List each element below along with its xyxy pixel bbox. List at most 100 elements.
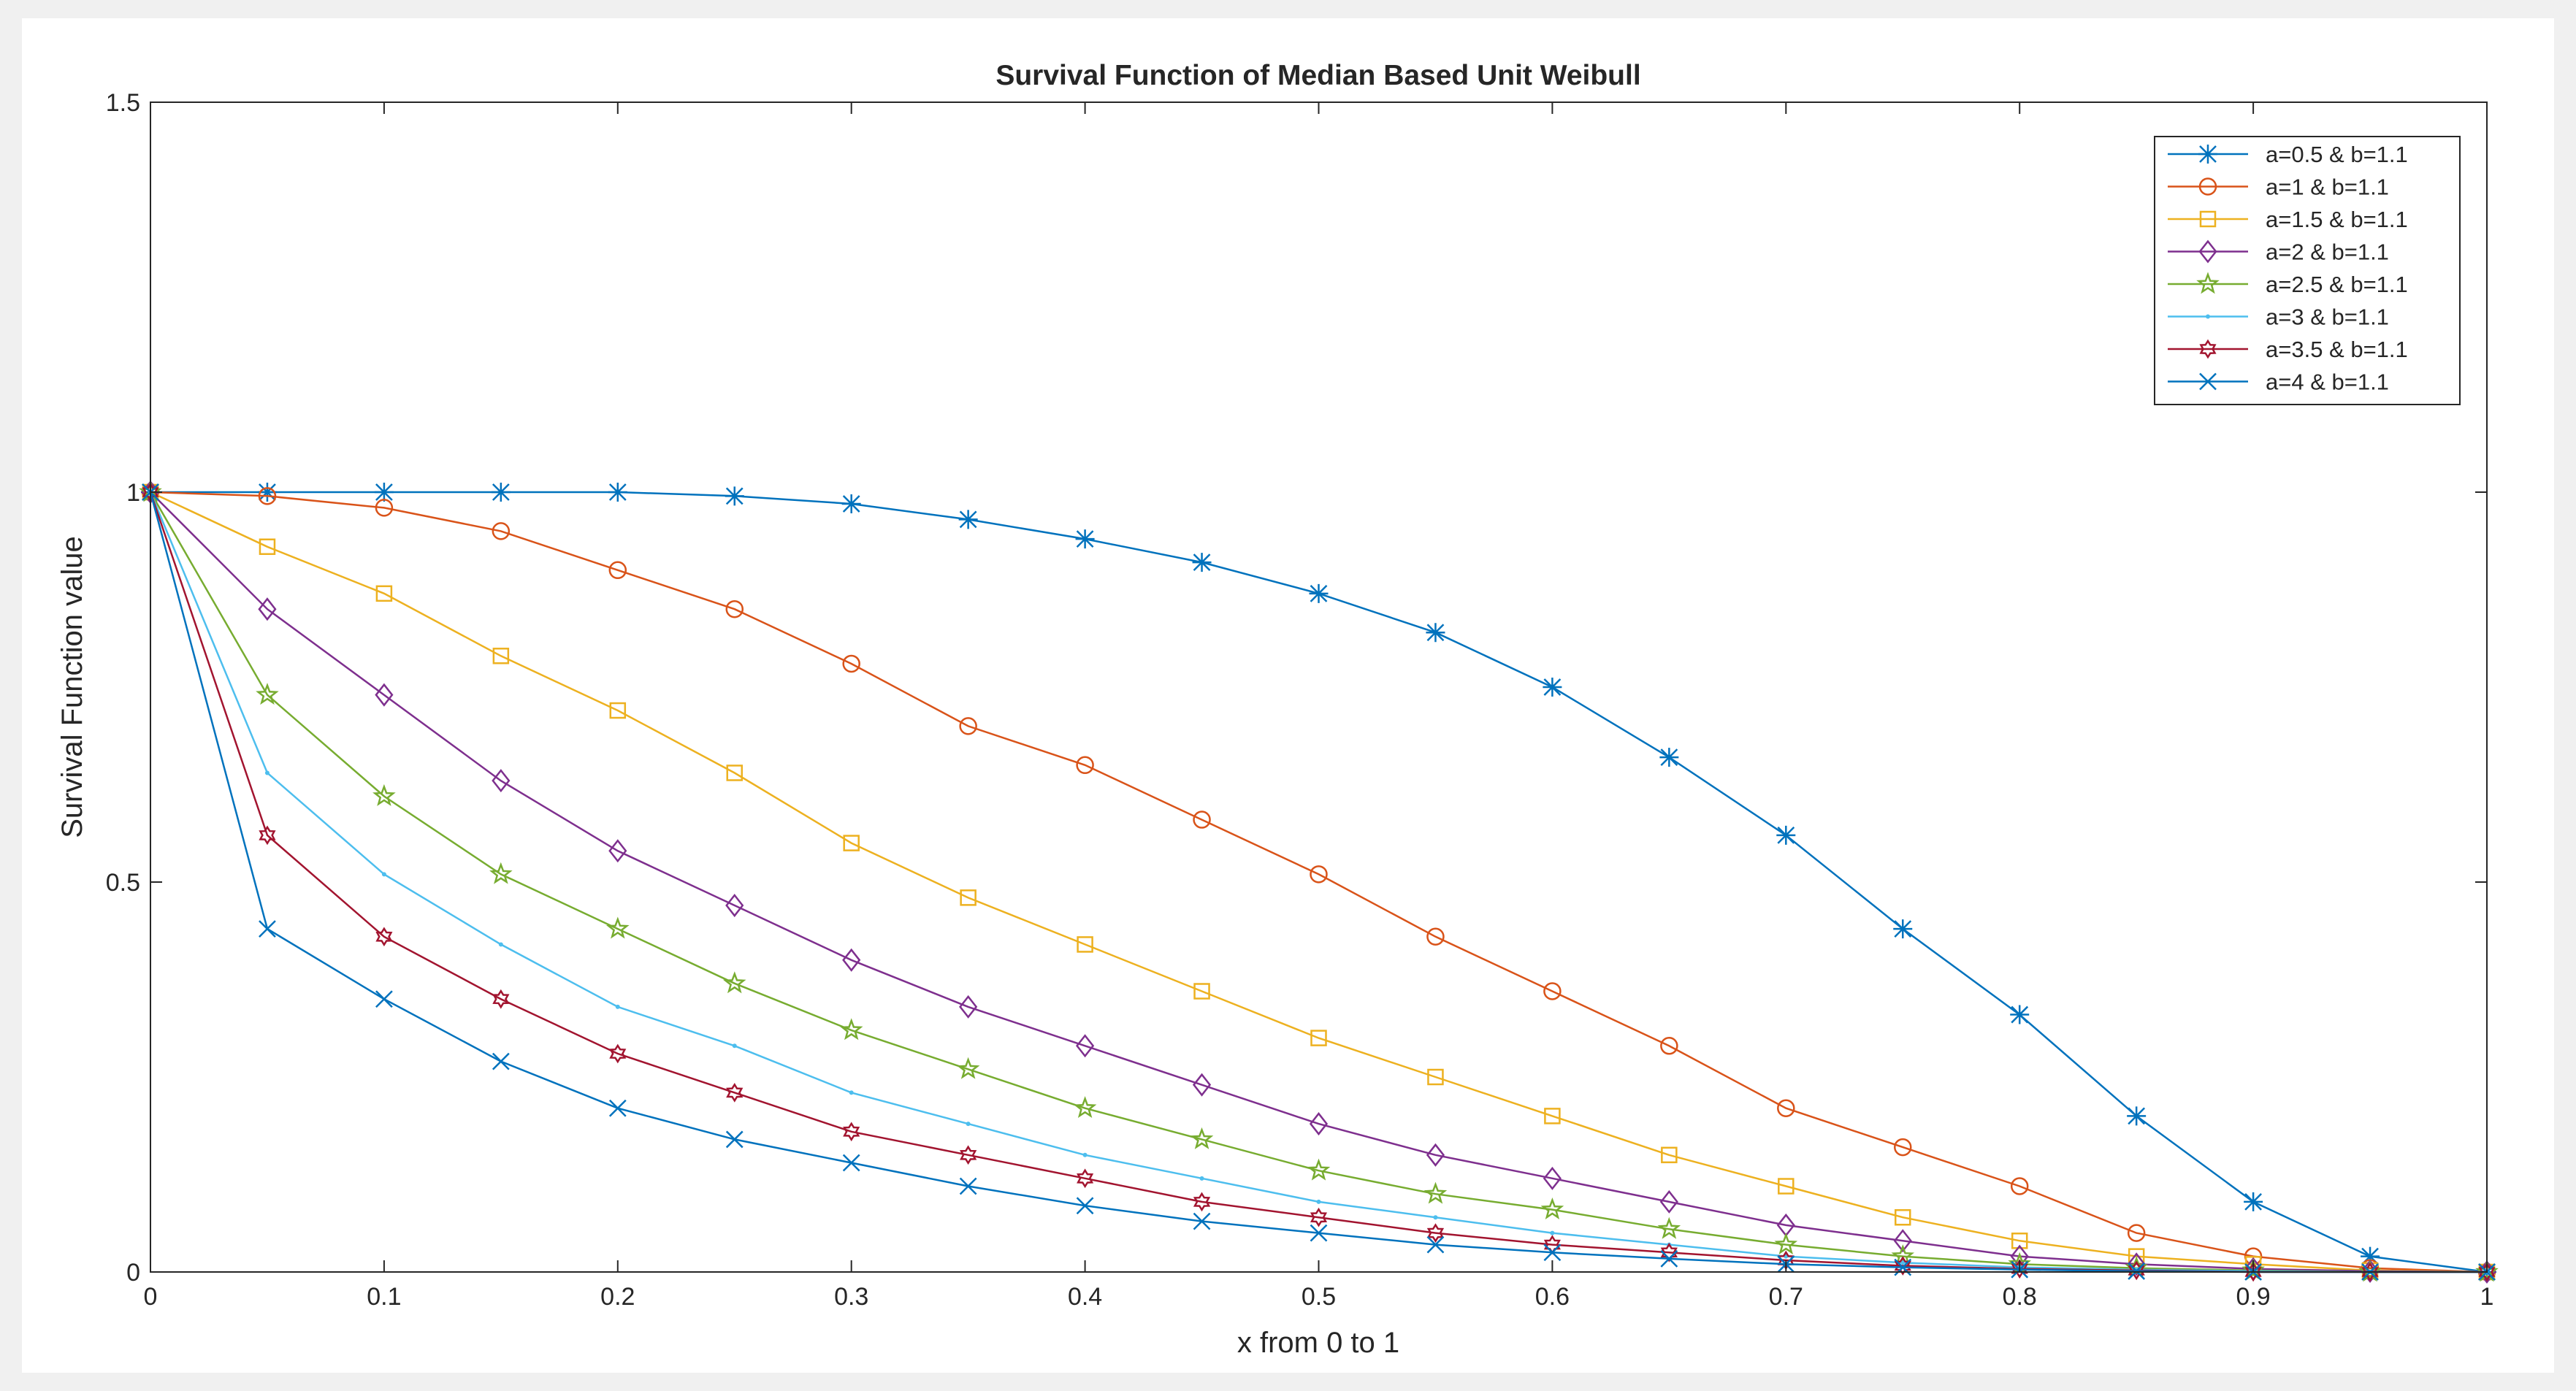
legend-marker (2199, 210, 2217, 228)
series-point (259, 920, 276, 938)
series-point (1660, 1037, 1678, 1055)
series-point (1774, 1233, 1798, 1254)
series-point (1307, 1158, 1331, 1181)
series-point (1660, 1242, 1678, 1262)
series-point (849, 1090, 854, 1095)
series-point (842, 948, 861, 972)
legend-marker (2196, 272, 2220, 294)
x-tick-label: 0.7 (1769, 1283, 1803, 1311)
series-point (841, 494, 861, 514)
series-point (492, 648, 510, 664)
series-point (1777, 1099, 1795, 1117)
series-point (498, 942, 503, 947)
series-point (258, 597, 277, 621)
series-point (1193, 983, 1210, 1000)
legend-marker (2198, 145, 2217, 164)
series-point (842, 654, 860, 673)
series-point (839, 1018, 863, 1041)
series-point (1310, 1207, 1328, 1227)
series-point (1423, 1181, 1448, 1204)
series-point (609, 702, 627, 719)
series-point (1544, 1108, 1561, 1124)
legend-label: a=0.5 & b=1.1 (2266, 142, 2408, 167)
series-point (374, 483, 394, 502)
series-point (1076, 1034, 1095, 1058)
ticks-layer: 0 0.1 0.2 0.3 0.4 0.5 0.6 0.7 0.8 0.9 1 0 0.5 1 1.5 (106, 89, 2494, 1311)
series-point (1075, 529, 1095, 549)
series-point (725, 894, 744, 918)
series-point (1660, 1249, 1678, 1268)
x-tick-label: 0.8 (2003, 1283, 2037, 1311)
series-point (492, 1052, 510, 1070)
series-point (1426, 623, 1445, 643)
series-point (608, 561, 627, 580)
series-point (1776, 825, 1796, 845)
series-point (1193, 1212, 1211, 1230)
series-point (1426, 1235, 1445, 1254)
series-point (2127, 1252, 2146, 1276)
series-point (1893, 1229, 1912, 1253)
series-point (726, 1083, 744, 1103)
series-3 (142, 483, 2496, 1281)
series-1 (141, 483, 2496, 1281)
x-tick-label: 0.3 (834, 1283, 868, 1311)
legend-marker (2206, 314, 2210, 319)
series-point (1895, 1208, 1911, 1226)
series-point (492, 522, 511, 540)
series-point (2128, 1262, 2146, 1280)
legend-marker (2198, 240, 2217, 264)
legend-label: a=1 & b=1.1 (2266, 175, 2389, 200)
series-point (375, 927, 393, 947)
series-point (1082, 1152, 1088, 1157)
x-tick-label: 0 (144, 1283, 158, 1311)
series-point (1190, 1127, 1214, 1149)
legend: a=0.5 & b=1.1 a=1 & b=1.1 a=1.5 & b=1.1 a=2… (2154, 136, 2461, 405)
series-point (492, 989, 510, 1009)
series-point (1193, 811, 1211, 829)
series-point (1077, 936, 1093, 953)
series-point (1426, 1223, 1445, 1243)
series-point (259, 538, 276, 556)
series-point (1193, 1192, 1211, 1212)
series-point (1543, 678, 1562, 697)
series-point (257, 483, 277, 502)
series-point (492, 769, 511, 793)
legend-entry-5: a=2.5 & b=1.1 (2168, 272, 2408, 297)
series-point (2011, 1259, 2028, 1279)
series-point (2361, 1262, 2379, 1282)
y-tick-label: 0 (126, 1259, 140, 1287)
legend-label: a=4 & b=1.1 (2266, 369, 2389, 395)
series-point (1199, 1176, 1204, 1181)
series-point (605, 916, 630, 939)
legend-entry-7: a=3.5 & b=1.1 (2168, 337, 2408, 362)
series-line (149, 491, 2487, 1273)
series-point (264, 770, 270, 775)
series-point (1778, 1178, 1795, 1195)
series-point (1427, 1068, 1444, 1086)
series-point (959, 995, 978, 1019)
series-point (489, 862, 513, 884)
series-point (1426, 1143, 1445, 1167)
series-point (1543, 982, 1562, 1000)
plot-area-border (150, 101, 2488, 1273)
series-point (725, 599, 744, 618)
series-point (726, 765, 743, 781)
series-point (843, 1122, 860, 1142)
series-point (1550, 1230, 1555, 1235)
series-point (1659, 748, 1679, 767)
legend-entry-8: a=4 & b=1.1 (2168, 369, 2389, 395)
series-point (1900, 1260, 1906, 1265)
y-tick-label: 1.5 (106, 89, 140, 117)
series-point (1891, 1244, 1915, 1267)
series-point (722, 971, 746, 994)
series-point (2011, 1233, 2028, 1249)
legend-box (2154, 136, 2461, 405)
legend-label: a=3 & b=1.1 (2266, 304, 2389, 330)
x-axis-label: x from 0 to 1 (1237, 1327, 1399, 1359)
series-point (256, 683, 279, 705)
series-point (1894, 1256, 1911, 1276)
plot-area (150, 102, 2487, 1272)
series-point (1077, 1168, 1094, 1189)
series-point (1192, 553, 1212, 572)
